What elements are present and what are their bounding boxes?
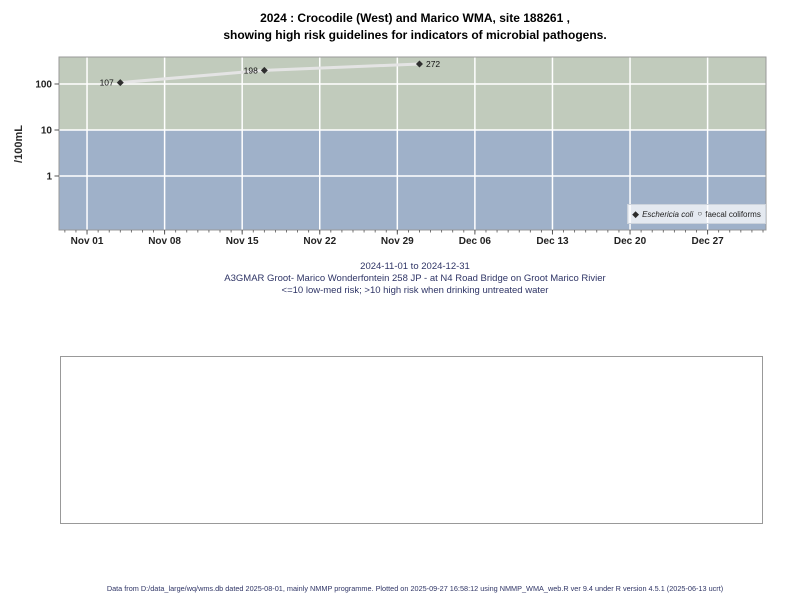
chart-title-line2: showing high risk guidelines for indicat…	[223, 28, 607, 42]
open-circle-icon: ○	[697, 209, 703, 218]
x-tick-label: Nov 29	[381, 236, 414, 247]
x-tick-label: Dec 06	[459, 236, 492, 247]
y-tick-label: 1	[46, 171, 52, 182]
chart-legend: ◆ Eschericia coli ○ faecal coliforms	[627, 204, 766, 224]
timeseries-chart: Nov 01 Nov 08 Nov 15 Nov 22 Nov 29 Dec 06 Dec …	[13, 56, 767, 247]
filled-diamond-icon: ◆	[632, 209, 640, 219]
chart-captions: 2024-11-01 to 2024-12-31 A3GMAR Groot- M…	[30, 261, 800, 297]
legend-item-ecoli: ◆ Eschericia coli	[632, 210, 693, 219]
data-point	[260, 66, 268, 74]
data-point-label: 107	[100, 78, 114, 88]
caption-site-description: A3GMAR Groot- Marico Wonderfontein 258 J…	[224, 273, 606, 284]
data-point-label: 272	[426, 59, 440, 69]
x-tick-label: Nov 22	[303, 236, 336, 247]
data-point	[116, 79, 124, 87]
x-tick-label: Nov 01	[71, 236, 104, 247]
caption-risk-note: <=10 low-med risk; >10 high risk when dr…	[281, 285, 549, 296]
y-tick-label: 100	[35, 79, 52, 90]
x-tick-label: Nov 15	[226, 236, 259, 247]
chart-title: 2024 : Crocodile (West) and Marico WMA, …	[30, 10, 800, 44]
legend-item-faecal-coliforms: ○ faecal coliforms	[697, 210, 760, 219]
risk-band-high-risk	[59, 57, 766, 130]
caption-date-range: 2024-11-01 to 2024-12-31	[360, 261, 470, 272]
x-tick-label: Dec 20	[614, 236, 647, 247]
legend-label-faecal-coliforms: faecal coliforms	[705, 209, 761, 219]
data-point	[415, 60, 423, 68]
chart-title-line1: 2024 : Crocodile (West) and Marico WMA, …	[260, 11, 570, 25]
legend-label-ecoli: Eschericia coli	[642, 209, 694, 219]
plot-border	[58, 56, 767, 231]
y-axis-title: /100mL	[13, 125, 25, 163]
empty-panel	[60, 356, 763, 524]
footer-provenance: Data from D:/data_large/wq/wms.db dated …	[106, 584, 724, 593]
y-tick-label: 10	[41, 125, 53, 136]
plot-area: Nov 01 Nov 08 Nov 15 Nov 22 Nov 29 Dec 06 Dec …	[35, 56, 767, 247]
x-tick-label: Dec 13	[536, 236, 569, 247]
x-tick-label: Dec 27	[691, 236, 724, 247]
data-point-label: 198	[244, 65, 258, 75]
x-tick-label: Nov 08	[148, 236, 181, 247]
